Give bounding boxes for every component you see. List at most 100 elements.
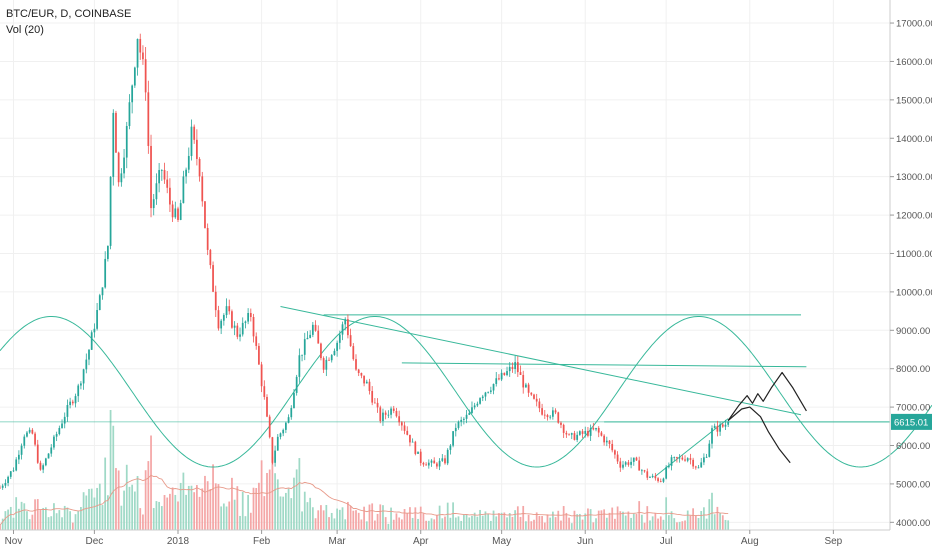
candle-body [622,464,624,468]
last-price-text: 6615.01 [894,417,928,428]
volume-bar [444,516,446,530]
candle-body [85,359,88,370]
candle-body [454,427,457,432]
candle-body [519,372,522,375]
candle-body [125,126,128,158]
volume-bar [252,487,255,530]
volume-bar [233,499,236,530]
volume-bar [112,425,115,530]
candle-body [465,414,468,419]
candle-body [82,369,85,384]
volume-bar [338,509,341,530]
candle-body [719,424,721,432]
price-tick-label: 8000.00 [896,364,930,375]
volume-bar [484,511,487,530]
volume-bar [654,513,657,530]
time-tick-label: 2018 [167,536,190,547]
volume-bar [605,517,608,530]
volume-bar [133,491,136,530]
volume-bar [417,518,419,530]
volume-bar [409,507,411,530]
price-axis: 4000.00 5000.00 6000.00 7000.00 8000.00 9000.… [889,0,932,530]
candle-body [433,460,436,464]
candle-body [320,343,322,359]
candle-body [616,454,619,462]
volume-bar [139,508,142,530]
volume-bar [169,493,171,530]
volume-bar [549,517,552,530]
candle-body [457,421,460,428]
volume-bar [177,501,179,530]
candle-body [527,384,530,393]
volume-bar [228,501,231,530]
candle-body [589,428,592,436]
volume-bar [365,521,368,530]
candle-body [179,203,182,220]
volume-bar [649,520,651,530]
candle-body [425,464,427,466]
volume-bar [120,505,123,530]
candle-body [131,85,134,103]
price-tick-label: 14000.00 [896,134,932,145]
volume-bar [306,502,309,530]
candlestick-series [0,33,730,490]
volume-bar [632,513,635,530]
candle-body [109,176,112,246]
candle-body [147,92,150,146]
candle-body [214,291,217,311]
volume-bar [90,488,93,530]
candle-body [39,462,42,470]
time-tick-label: Aug [741,536,759,547]
candle-body [352,346,355,360]
candle-body [592,428,595,430]
price-tick-label: 15000.00 [896,95,932,106]
candle-body [295,376,298,393]
volume-bar [204,475,206,530]
volume-bar [109,410,112,530]
volume-bar [635,514,638,530]
candle-body [449,445,452,450]
projection-sketch [727,371,807,464]
candle-body [694,466,697,468]
volume-bar [355,510,357,530]
candle-body [347,319,349,336]
candle-body [55,434,58,437]
volume-bar [61,517,63,530]
volume-bar [673,518,676,530]
candle-body [271,437,274,463]
candle-body [136,38,139,68]
volume-bar [578,513,581,530]
volume-bar [217,484,220,530]
volume-bar [260,460,263,530]
candle-body [63,416,66,424]
volume-bar [158,501,160,530]
candle-body [403,425,406,431]
candle-body [614,450,616,455]
volume-bar [624,515,627,530]
candle-body [66,405,69,417]
symbol-title[interactable]: BTC/EUR, D, COINBASE [6,8,132,20]
candle-body [279,433,282,437]
candle-body [98,295,101,311]
candle-body [727,421,730,425]
candle-body [430,460,433,463]
volume-bar [198,496,201,530]
volume-bar [438,505,441,530]
volume-bar [427,520,430,530]
candle-body [673,457,676,458]
volume-bar [703,507,705,530]
candle-body [452,431,454,446]
candle-body [379,407,382,422]
candle-body [260,364,263,387]
volume-bar [241,491,244,530]
volume-bar [422,513,425,530]
candle-body [58,428,61,435]
candle-body [182,176,185,204]
volume-bar [457,516,460,530]
volume-indicator-label[interactable]: Vol (20) [6,24,44,36]
candle-body [96,310,98,329]
candle-body [630,461,632,465]
volume-bar [614,518,616,530]
